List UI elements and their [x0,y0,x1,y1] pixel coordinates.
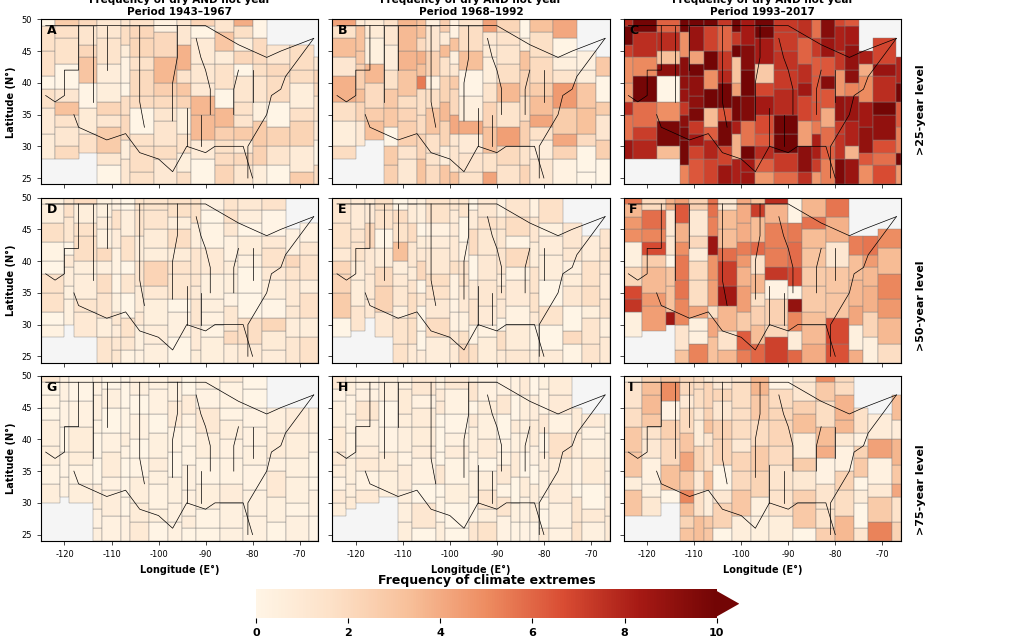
X-axis label: Longitude (E°): Longitude (E°) [140,565,219,574]
Y-axis label: Latitude (N°): Latitude (N°) [6,66,15,138]
Text: >25-year level: >25-year level [916,64,927,155]
Title: Frequency of dry AND hot year
Period 1968–1992: Frequency of dry AND hot year Period 196… [380,0,562,17]
Title: Frequency of dry AND hot year
Period 1943–1967: Frequency of dry AND hot year Period 194… [89,0,270,17]
Text: C: C [629,24,638,37]
Text: D: D [46,203,56,216]
Y-axis label: Latitude (N°): Latitude (N°) [6,422,15,494]
X-axis label: Longitude (E°): Longitude (E°) [723,565,802,574]
Polygon shape [714,589,739,618]
Text: B: B [338,24,347,37]
Text: H: H [338,381,348,394]
Text: >75-year level: >75-year level [916,444,927,535]
Text: F: F [629,203,638,216]
Text: A: A [46,24,56,37]
Text: >50-year level: >50-year level [916,261,927,351]
Text: G: G [46,381,56,394]
Title: Frequency of climate extremes: Frequency of climate extremes [378,574,595,587]
Title: Frequency of dry AND hot year
Period 1993–2017: Frequency of dry AND hot year Period 199… [672,0,853,17]
X-axis label: Longitude (E°): Longitude (E°) [431,565,511,574]
Text: I: I [629,381,634,394]
Text: E: E [338,203,346,216]
Y-axis label: Latitude (N°): Latitude (N°) [6,244,15,316]
